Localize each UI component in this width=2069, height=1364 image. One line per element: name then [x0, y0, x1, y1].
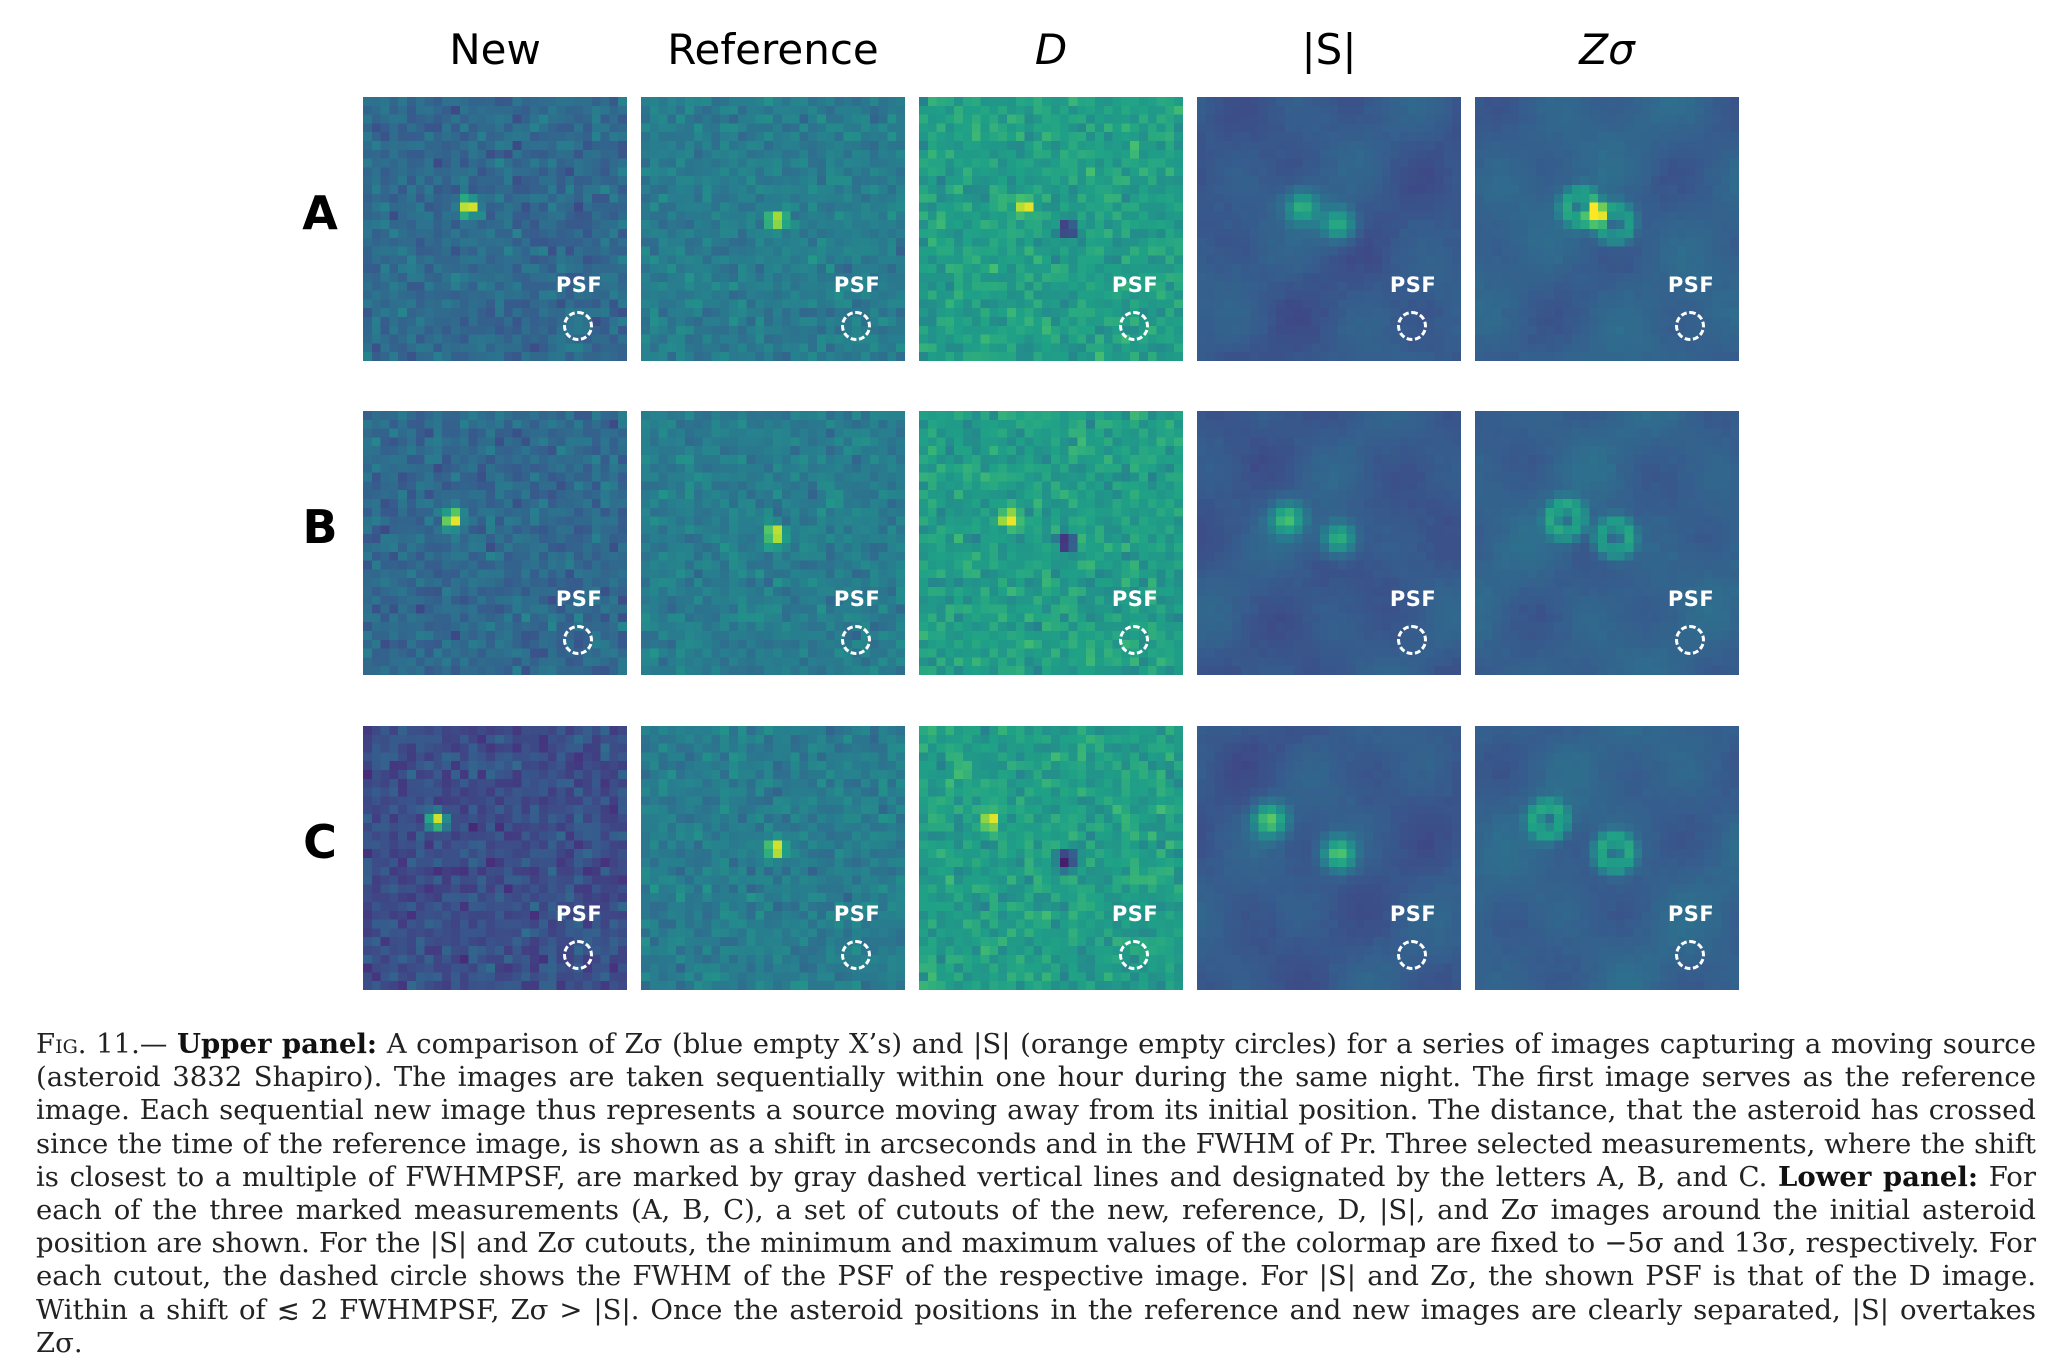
cutout-a-d: PSF — [919, 97, 1183, 361]
cutout-image — [1475, 726, 1739, 990]
psf-label: PSF — [1389, 273, 1437, 297]
cutout-image — [919, 726, 1183, 990]
figure-cutout-grid: New Reference D |S| Zσ A B C PSF PSF PSF PS… — [302, 25, 1739, 990]
cutout-b-new: PSF — [363, 411, 627, 675]
figure-caption: Fig. 11.— Upper panel: A comparison of Z… — [36, 1028, 2036, 1360]
psf-label: PSF — [1111, 587, 1159, 611]
cutout-image — [919, 97, 1183, 361]
psf-label: PSF — [833, 902, 881, 926]
psf-label: PSF — [1667, 587, 1715, 611]
cutout-image — [1475, 97, 1739, 361]
cutout-c-reference: PSF — [641, 726, 905, 990]
cutout-image — [641, 726, 905, 990]
cutout-c-d: PSF — [919, 726, 1183, 990]
cutout-c-z-sigma: PSF — [1475, 726, 1739, 990]
psf-circle-icon — [1675, 625, 1705, 655]
psf-label: PSF — [555, 587, 603, 611]
psf-label: PSF — [1111, 273, 1159, 297]
psf-circle-icon — [841, 940, 871, 970]
psf-circle-icon — [563, 625, 593, 655]
psf-label: PSF — [555, 273, 603, 297]
cutout-c-abs-s: PSF — [1197, 726, 1461, 990]
caption-lower-text: For each of the three marked measurement… — [36, 1160, 2037, 1359]
psf-circle-icon — [1397, 940, 1427, 970]
cutout-image — [1197, 726, 1461, 990]
cutout-b-z-sigma: PSF — [1475, 411, 1739, 675]
column-header-reference: Reference — [667, 25, 879, 74]
caption-upper-text: A comparison of Zσ (blue empty X’s) and … — [36, 1028, 2036, 1193]
cutout-b-reference: PSF — [641, 411, 905, 675]
column-header-d: D — [1034, 25, 1068, 74]
psf-circle-icon — [563, 311, 593, 341]
psf-circle-icon — [841, 625, 871, 655]
caption-lower-title: Lower panel: — [1778, 1160, 1979, 1193]
cutout-image — [1475, 411, 1739, 675]
psf-label: PSF — [1667, 902, 1715, 926]
cutout-image — [363, 726, 627, 990]
column-header-abs-s: |S| — [1301, 25, 1357, 74]
psf-label: PSF — [833, 273, 881, 297]
row-label-c: C — [303, 815, 337, 869]
cutout-image — [363, 411, 627, 675]
psf-label: PSF — [1389, 587, 1437, 611]
row-label-a: A — [302, 186, 338, 240]
cutout-image — [641, 97, 905, 361]
psf-circle-icon — [1119, 940, 1149, 970]
psf-circle-icon — [1119, 311, 1149, 341]
cutout-a-reference: PSF — [641, 97, 905, 361]
column-header-z-sigma: Zσ — [1579, 25, 1635, 74]
psf-circle-icon — [563, 940, 593, 970]
cutout-image — [919, 411, 1183, 675]
psf-circle-icon — [841, 311, 871, 341]
psf-label: PSF — [1111, 902, 1159, 926]
caption-figure-label: Fig. 11.— — [36, 1028, 168, 1060]
cutout-a-new: PSF — [363, 97, 627, 361]
cutout-c-new: PSF — [363, 726, 627, 990]
psf-circle-icon — [1397, 625, 1427, 655]
caption-upper-title: Upper panel: — [177, 1028, 378, 1060]
cutout-a-z-sigma: PSF — [1475, 97, 1739, 361]
row-label-b: B — [302, 500, 338, 554]
psf-circle-icon — [1675, 940, 1705, 970]
psf-label: PSF — [1389, 902, 1437, 926]
psf-label: PSF — [555, 902, 603, 926]
psf-circle-icon — [1675, 311, 1705, 341]
cutout-a-abs-s: PSF — [1197, 97, 1461, 361]
psf-circle-icon — [1119, 625, 1149, 655]
psf-label: PSF — [833, 587, 881, 611]
psf-label: PSF — [1667, 273, 1715, 297]
cutout-image — [363, 97, 627, 361]
column-header-new: New — [449, 25, 541, 74]
psf-circle-icon — [1397, 311, 1427, 341]
cutout-b-abs-s: PSF — [1197, 411, 1461, 675]
cutout-image — [1197, 97, 1461, 361]
cutout-b-d: PSF — [919, 411, 1183, 675]
cutout-image — [1197, 411, 1461, 675]
